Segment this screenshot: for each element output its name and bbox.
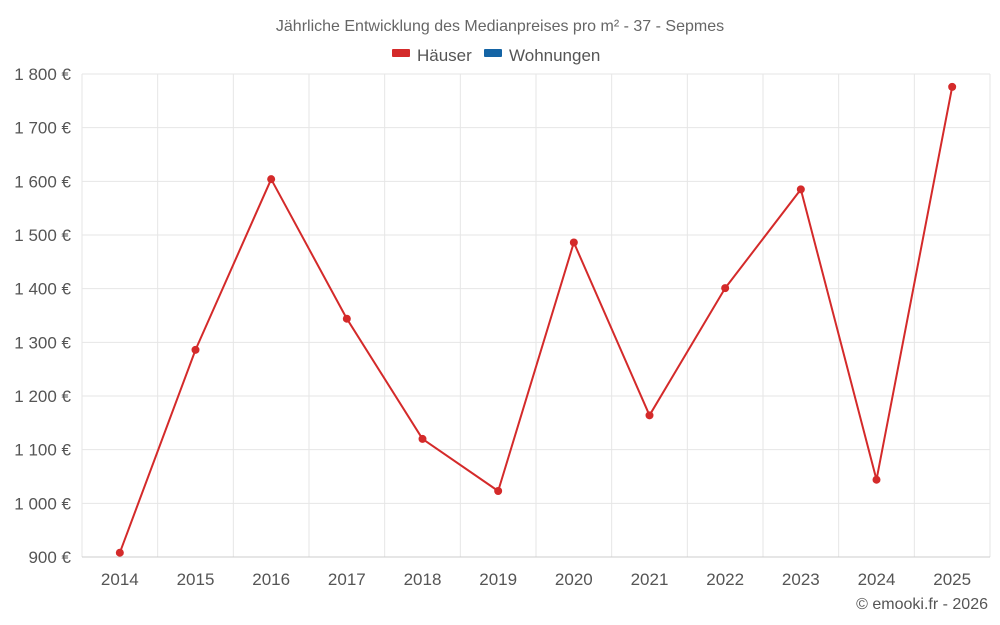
data-point[interactable] xyxy=(721,284,730,293)
x-tick-label: 2025 xyxy=(933,570,971,589)
y-tick-label: 900 € xyxy=(28,548,71,567)
y-tick-label: 1 300 € xyxy=(14,333,71,352)
x-tick-label: 2019 xyxy=(479,570,517,589)
legend-swatch-wohnungen[interactable] xyxy=(484,49,502,57)
x-tick-label: 2017 xyxy=(328,570,366,589)
series-layer xyxy=(115,82,957,557)
x-tick-label: 2018 xyxy=(404,570,442,589)
x-tick-label: 2022 xyxy=(706,570,744,589)
grid xyxy=(81,73,991,558)
data-point[interactable] xyxy=(645,411,654,420)
y-tick-label: 1 200 € xyxy=(14,387,71,406)
legend-swatch-haeuser[interactable] xyxy=(392,49,410,57)
x-axis: 2014 2015 2016 2017 2018 2019 2020 2021 2022 2023… xyxy=(101,570,971,589)
legend-label-haeuser[interactable]: Häuser xyxy=(417,46,472,65)
data-point[interactable] xyxy=(569,238,578,247)
x-tick-label: 2024 xyxy=(858,570,896,589)
y-tick-label: 1 100 € xyxy=(14,441,71,460)
credit-text: © emooki.fr - 2026 xyxy=(856,596,988,613)
data-point[interactable] xyxy=(872,475,881,484)
x-tick-label: 2016 xyxy=(252,570,290,589)
data-point[interactable] xyxy=(418,434,427,443)
chart-title: Jährliche Entwicklung des Medianpreises … xyxy=(276,18,724,35)
data-point[interactable] xyxy=(191,345,200,354)
y-tick-label: 1 700 € xyxy=(14,119,71,138)
data-point[interactable] xyxy=(115,548,124,557)
y-tick-label: 1 800 € xyxy=(14,65,71,84)
data-point[interactable] xyxy=(796,185,805,194)
data-point[interactable] xyxy=(494,486,503,495)
series-line-0[interactable] xyxy=(118,86,954,554)
data-point[interactable] xyxy=(342,314,351,323)
legend-label-wohnungen[interactable]: Wohnungen xyxy=(509,46,600,65)
y-tick-label: 1 400 € xyxy=(14,280,71,299)
x-tick-label: 2015 xyxy=(177,570,215,589)
x-tick-label: 2023 xyxy=(782,570,820,589)
y-tick-label: 1 000 € xyxy=(14,494,71,513)
y-tick-label: 1 600 € xyxy=(14,172,71,191)
data-point[interactable] xyxy=(948,82,957,91)
data-point[interactable] xyxy=(267,175,276,184)
legend: Häuser Wohnungen xyxy=(392,46,600,65)
y-tick-label: 1 500 € xyxy=(14,226,71,245)
x-tick-label: 2014 xyxy=(101,570,139,589)
y-axis: 900 € 1 000 € 1 100 € 1 200 € 1 300 € 1 400 €… xyxy=(14,65,71,567)
x-tick-label: 2021 xyxy=(631,570,669,589)
x-tick-label: 2020 xyxy=(555,570,593,589)
